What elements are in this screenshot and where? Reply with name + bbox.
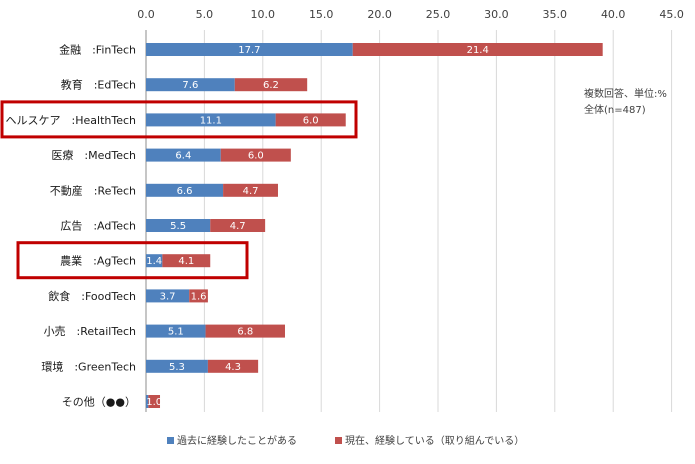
legend-label-current: 現在、経験している（取り組んでいる） bbox=[345, 434, 524, 447]
data-label: 3.7 bbox=[160, 291, 176, 302]
gridlines bbox=[145, 30, 673, 412]
data-label: 6.8 bbox=[237, 327, 253, 338]
bar-segment bbox=[146, 289, 190, 303]
category-labels: 金融 :FinTech 教育 :EdTech ヘルスケア :HealthTech 医療… bbox=[6, 43, 136, 409]
data-label: 7.6 bbox=[182, 80, 198, 91]
bar-segment bbox=[352, 43, 603, 56]
annotation-line-1: 複数回答、単位:% bbox=[584, 87, 667, 100]
x-tick-label: 35.0 bbox=[543, 8, 568, 21]
bar-segment bbox=[210, 219, 266, 232]
bar-segment bbox=[146, 183, 224, 197]
bar-segment bbox=[205, 324, 285, 338]
x-tick-label: 15.0 bbox=[309, 8, 334, 21]
bar-segment bbox=[275, 113, 346, 127]
data-label: 21.4 bbox=[467, 45, 489, 56]
bar-segment bbox=[146, 148, 221, 162]
data-label: 1.4 bbox=[146, 256, 162, 267]
highlight-box bbox=[0, 100, 358, 139]
data-label: 6.2 bbox=[263, 80, 279, 91]
bar-segment bbox=[146, 359, 208, 373]
x-tick-label: 30.0 bbox=[484, 8, 509, 21]
data-label: 6.0 bbox=[303, 115, 319, 126]
data-label: 4.3 bbox=[225, 362, 241, 373]
category-label: 農業 :AgTech bbox=[60, 254, 136, 268]
legend-swatch-current bbox=[335, 437, 342, 444]
data-label: 6.4 bbox=[175, 151, 191, 162]
data-label: 6.0 bbox=[248, 151, 264, 162]
data-label: 1.0 bbox=[146, 397, 162, 408]
x-tick-label: 5.0 bbox=[196, 8, 214, 21]
bar-segment bbox=[146, 254, 163, 268]
category-label: その他（●●） bbox=[62, 396, 136, 409]
bar-segment bbox=[146, 43, 353, 56]
x-tick-label: 10.0 bbox=[251, 8, 276, 21]
bar-segment bbox=[220, 148, 291, 162]
category-label: 飲食 :FoodTech bbox=[48, 289, 136, 303]
bar-segment bbox=[146, 395, 149, 408]
data-label: 17.7 bbox=[238, 45, 260, 56]
category-label: 環境 :GreenTech bbox=[41, 359, 136, 373]
data-label: 5.3 bbox=[169, 362, 185, 373]
bar-segment bbox=[234, 78, 308, 92]
bar-segment bbox=[207, 359, 259, 373]
annotation-line-2: 全体(n=487) bbox=[584, 103, 646, 116]
x-tick-label: 40.0 bbox=[601, 8, 626, 21]
bar-segment bbox=[189, 289, 208, 303]
bars bbox=[146, 43, 603, 408]
category-label: 不動産 :ReTech bbox=[50, 183, 136, 197]
x-tick-labels: 0.0 5.0 10.0 15.0 20.0 25.0 30.0 35.0 40.0 45.0 bbox=[137, 8, 684, 21]
category-label: ヘルスケア :HealthTech bbox=[6, 114, 136, 127]
data-label: 4.1 bbox=[178, 256, 194, 267]
category-label: 医療 :MedTech bbox=[51, 148, 136, 162]
data-label: 5.1 bbox=[168, 327, 184, 338]
x-tick-label: 0.0 bbox=[137, 8, 155, 21]
legend-swatch-past bbox=[167, 437, 174, 444]
x-tick-label: 45.0 bbox=[659, 8, 684, 21]
bar-segment bbox=[162, 254, 211, 268]
data-label: 5.5 bbox=[170, 221, 186, 232]
category-label: 教育 :EdTech bbox=[61, 78, 136, 92]
legend-label-past: 過去に経験したことがある bbox=[177, 434, 297, 447]
data-labels: 17.7 21.4 7.6 6.2 11.1 6.0 6.4 6.0 6.6 4.7 5.5 4.7 1… bbox=[146, 45, 489, 408]
data-label: 4.7 bbox=[230, 221, 246, 232]
category-label: 広告 :AdTech bbox=[60, 220, 136, 233]
data-label: 6.6 bbox=[177, 186, 193, 197]
legend: 過去に経験したことがある 現在、経験している（取り組んでいる） bbox=[167, 434, 524, 447]
bar-segment bbox=[223, 183, 278, 197]
x-tick-label: 20.0 bbox=[367, 8, 392, 21]
bar-segment bbox=[146, 324, 206, 338]
x-tick-label: 25.0 bbox=[426, 8, 451, 21]
data-label: 4.7 bbox=[243, 186, 259, 197]
highlight-box bbox=[16, 241, 249, 280]
bar-segment bbox=[146, 113, 276, 127]
bar-segment bbox=[146, 78, 235, 92]
bar-segment bbox=[148, 395, 161, 408]
category-label: 小売 :RetailTech bbox=[44, 325, 136, 338]
category-label: 金融 :FinTech bbox=[59, 43, 136, 57]
highlight-boxes bbox=[0, 100, 358, 280]
data-label: 11.1 bbox=[200, 115, 222, 126]
data-label: 1.6 bbox=[191, 291, 207, 302]
bar-segment bbox=[146, 219, 211, 232]
